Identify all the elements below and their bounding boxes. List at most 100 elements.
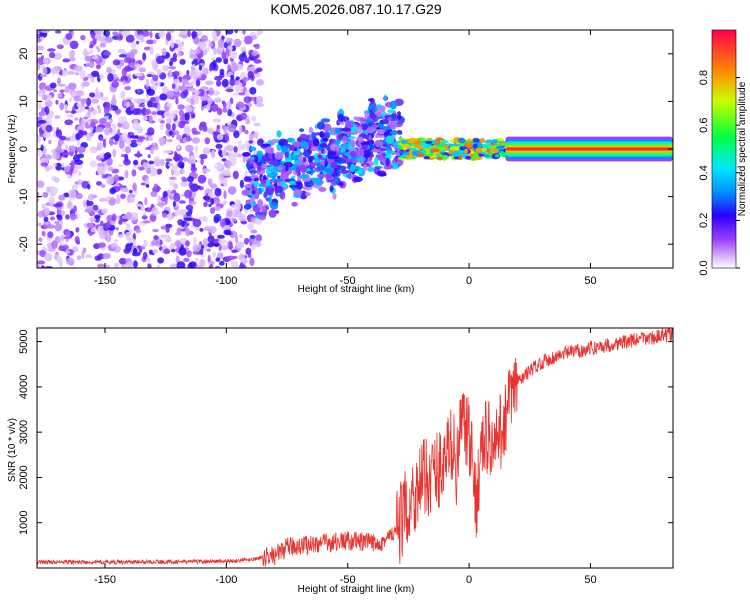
spectrogram-cell: [159, 122, 164, 131]
spectrogram-cell: [187, 30, 191, 38]
spectrogram-cell: [53, 89, 57, 93]
spectrogram-cell: [189, 54, 199, 60]
spectrogram-cell: [314, 158, 321, 163]
spectrogram-cell: [260, 179, 267, 185]
spectrogram-cell: [233, 146, 238, 153]
spectrogram-cell: [232, 92, 239, 96]
spectrogram-cell: [249, 234, 256, 239]
spectrogram-cell: [233, 130, 240, 139]
spectrogram-cell: [82, 247, 87, 254]
spectrogram-cell: [149, 102, 157, 108]
spectrogram-cell: [199, 241, 202, 246]
spectrogram-cell: [207, 235, 215, 243]
spectrogram-cell: [395, 152, 401, 157]
spectrogram-cell: [56, 44, 64, 50]
spectrogram-cell: [190, 98, 195, 106]
spectrogram-cell: [337, 113, 345, 123]
spectrogram-cell: [316, 173, 327, 178]
spectrogram-cell: [151, 111, 157, 116]
spectrogram-cell: [169, 242, 175, 250]
spectrogram-cell: [360, 141, 370, 145]
spectrogram-cell: [120, 90, 126, 100]
spectrogram-cell: [413, 139, 422, 146]
spectrogram-cell: [227, 186, 237, 195]
spectrogram-cell: [126, 73, 132, 78]
spectrogram-cell: [349, 147, 357, 152]
spectrogram-cell: [314, 177, 323, 186]
spectrogram-cell: [102, 253, 111, 259]
spectrogram-cell: [302, 151, 311, 157]
spectrogram-cell: [112, 59, 121, 66]
spectrogram-cell: [241, 189, 251, 196]
spectrogram-cell: [162, 65, 170, 72]
spectrogram-cell: [153, 114, 157, 119]
spectrogram-cell: [271, 175, 276, 182]
spectrogram-cell: [111, 80, 120, 88]
spectrogram-cell: [179, 58, 186, 65]
spectrogram-cell: [92, 204, 99, 211]
spectrogram-cell: [118, 164, 124, 168]
spectrogram-cell: [149, 168, 157, 177]
spectrogram-cell: [220, 172, 224, 181]
spectrogram-cell: [267, 158, 277, 165]
spectrogram-cell: [102, 101, 111, 108]
spectrogram-cell: [77, 179, 83, 185]
spectrogram-cell: [204, 137, 211, 145]
spectrogram-cell: [180, 164, 184, 169]
spectrogram-cell: [188, 200, 197, 205]
spectrogram-cell: [38, 237, 43, 242]
spectrogram-cell: [37, 264, 40, 268]
spectrogram-cell: [89, 217, 96, 223]
spectrogram-cell: [66, 202, 73, 210]
spectrogram-cell: [168, 66, 177, 70]
spectrogram-cell: [90, 227, 97, 233]
spectrogram-cell: [335, 145, 341, 152]
spectrogram-cell: [90, 160, 97, 168]
spectrogram-cell: [196, 31, 203, 36]
spectrogram-cell: [362, 150, 372, 158]
spectrogram-cell: [218, 243, 222, 252]
spectrogram-cell: [317, 154, 323, 159]
spectrogram-cell: [472, 138, 480, 143]
spectrogram-cell: [185, 144, 194, 153]
spectrogram-cell: [423, 155, 430, 160]
spectrogram-cell: [255, 103, 264, 108]
spectrogram-cell: [68, 50, 75, 60]
spectrogram-cell: [54, 115, 61, 119]
x-tick-label: -100: [215, 275, 237, 287]
spectrogram-cell: [186, 69, 190, 76]
spectrogram-cell: [464, 149, 469, 154]
spectrogram-cell: [37, 62, 41, 72]
spectrogram-cell: [94, 35, 101, 40]
spectrogram-cell: [398, 131, 403, 135]
spectrogram-cell: [172, 123, 176, 132]
spectrogram-cell: [367, 117, 371, 121]
spectrogram-cell: [153, 39, 157, 44]
spectrogram-cell: [293, 188, 303, 196]
spectrogram-cell: [191, 127, 197, 135]
spectrogram-cell: [424, 148, 431, 152]
spectrogram-cell: [146, 74, 154, 77]
spectrogram-cell: [246, 66, 251, 73]
spectrogram-cell: [268, 209, 277, 218]
spectrogram-cell: [39, 36, 45, 40]
spectrogram-cell: [208, 87, 214, 96]
spectrogram-cell: [133, 260, 138, 268]
spectrogram-cell: [226, 210, 233, 217]
spectrogram-cell: [100, 96, 109, 101]
spectrogram-cell: [65, 250, 71, 254]
spectrogram-cell: [151, 249, 159, 254]
spectrogram-cell: [170, 41, 175, 49]
spectrogram-cell: [383, 131, 388, 138]
spectrogram-cell: [223, 125, 228, 135]
spectrogram-cell: [227, 124, 237, 133]
spectrogram-cell: [111, 168, 120, 174]
spectrogram-cell: [371, 148, 381, 153]
spectrogram-cell: [159, 93, 168, 101]
spectrogram-cell: [147, 154, 151, 159]
spectrogram-cell: [98, 117, 108, 125]
spectrogram-cell: [131, 169, 137, 177]
spectrogram-cell: [77, 153, 85, 159]
spectrogram-cell: [93, 30, 98, 34]
spectrogram-cell: [86, 111, 91, 119]
